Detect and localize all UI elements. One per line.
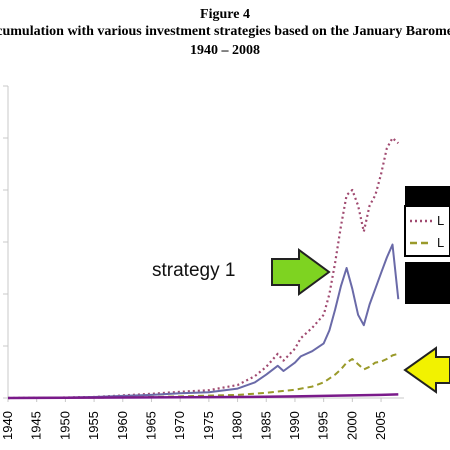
figure-label: Figure 4 — [200, 7, 250, 22]
x-tick-label: 1975 — [201, 411, 216, 440]
series-line-dotted — [7, 136, 400, 400]
legend-label-1: L — [437, 213, 444, 228]
x-tick-label: 1945 — [29, 411, 44, 440]
series-line-solid-bottom — [7, 393, 399, 400]
figure-period: 1940 – 2008 — [190, 43, 260, 58]
x-tick-label: 1980 — [230, 411, 245, 440]
x-tick-labels: 1940 1945 1950 1955 1960 1965 1970 1975 1980 1985… — [0, 398, 388, 440]
legend-black-box-top — [405, 186, 450, 206]
x-tick-label: 1960 — [115, 411, 130, 440]
x-tick-label: 1965 — [143, 411, 158, 440]
legend-box — [404, 205, 450, 257]
yellow-arrow-icon — [403, 346, 450, 394]
x-tick-label: 2005 — [373, 411, 388, 440]
x-tick-label: 1970 — [172, 411, 187, 440]
legend-label-2: L — [437, 235, 444, 250]
x-tick-label: 1995 — [316, 411, 331, 440]
x-tick-label: 1940 — [0, 411, 15, 440]
x-tick-label: 2000 — [344, 411, 359, 440]
legend-black-box-bottom — [405, 262, 450, 304]
series-line-dashed — [7, 352, 399, 399]
series-line-solid — [7, 243, 400, 399]
series-lines — [7, 136, 400, 400]
x-tick-label: 1955 — [86, 411, 101, 440]
y-tick-marks — [3, 85, 8, 399]
x-tick-label: 1950 — [57, 411, 72, 440]
x-tick-label: 1990 — [287, 411, 302, 440]
figure-title: Accumulation with various investment str… — [0, 24, 450, 39]
annotation-strategy-1: strategy 1 — [152, 260, 235, 281]
green-arrow-icon — [271, 248, 331, 296]
x-tick-label: 1985 — [258, 411, 273, 440]
